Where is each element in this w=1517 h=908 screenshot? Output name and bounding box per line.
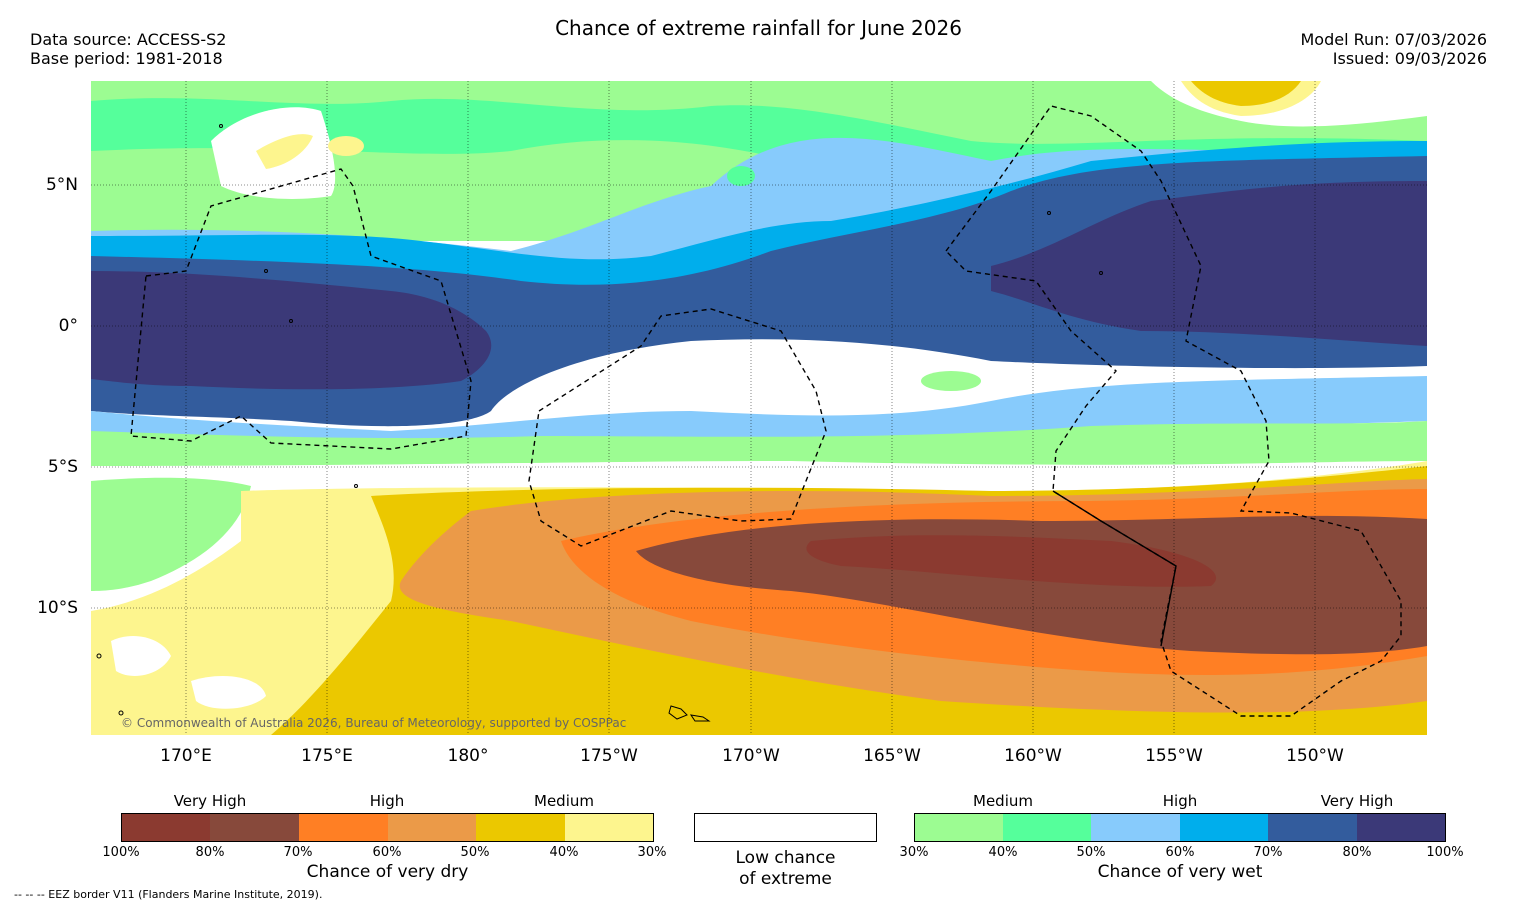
boundary-solid <box>1052 490 1177 647</box>
legend-dry-level-very-high: Very High <box>173 792 247 810</box>
legend-low-chance-label: Low chance of extreme <box>694 848 877 890</box>
lon-label-175w: 175°W <box>580 746 638 766</box>
spot-wet-2 <box>921 371 981 391</box>
legend-wet-swatch <box>1357 813 1446 841</box>
patch-dry-ne-core <box>1191 81 1301 106</box>
eez-note: -- -- -- EEZ border V11 (Flanders Marine… <box>14 888 323 901</box>
legend-low-chance-swatch <box>694 813 877 842</box>
legend-dry-tick: 70% <box>283 845 313 860</box>
patch-low-chance-3 <box>111 636 171 676</box>
spot-dry <box>328 136 364 156</box>
legend-wet-level-very-high: Very High <box>1320 792 1394 810</box>
metadata-right: Model Run: 07/03/2026 Issued: 09/03/2026 <box>1301 30 1488 68</box>
issued-text: Issued: 09/03/2026 <box>1332 49 1487 68</box>
legend-wet-level-medium: Medium <box>973 792 1033 810</box>
legend-wet-level-high: High <box>1162 792 1198 810</box>
patch-wet-sw <box>91 477 251 591</box>
legend-wet-tick: 40% <box>988 845 1018 860</box>
legend-wet-title: Chance of very wet <box>1097 862 1263 882</box>
legend-dry-tick: 40% <box>549 845 579 860</box>
lon-label-170w: 170°W <box>722 746 780 766</box>
core-east-wet80 <box>991 181 1427 346</box>
copyright-text: © Commonwealth of Australia 2026, Bureau… <box>121 716 626 730</box>
legend-wet-tick: 30% <box>899 845 929 860</box>
legend-dry-level-medium: Medium <box>534 792 594 810</box>
data-source-text: Data source: ACCESS-S2 <box>30 30 227 49</box>
legend-wet-tick: 50% <box>1076 845 1106 860</box>
legend-dry-tick: 80% <box>195 845 225 860</box>
rainfall-map: © Commonwealth of Australia 2026, Bureau… <box>91 81 1427 735</box>
lon-label-170e: 170°E <box>160 746 212 766</box>
legend-low-chance-line1: Low chance <box>735 848 836 868</box>
legend-dry-title: Chance of very dry <box>306 862 469 882</box>
lat-label-0: 0° <box>58 316 78 336</box>
legend-dry-swatch <box>210 813 299 841</box>
core-west-wet80 <box>91 271 492 390</box>
patch-low-chance-4 <box>191 676 266 709</box>
band-south-wet30 <box>91 421 1427 466</box>
model-run-text: Model Run: 07/03/2026 <box>1300 30 1488 49</box>
lon-label-160w: 160°W <box>1004 746 1062 766</box>
lon-label-150w: 150°W <box>1286 746 1344 766</box>
legend-wet-swatch <box>1003 813 1091 841</box>
band-south-wet50 <box>91 376 1427 451</box>
lat-label-10s: 10°S <box>37 598 78 618</box>
legend-wet-swatch <box>914 813 1003 841</box>
legend-dry-tick: 50% <box>460 845 490 860</box>
lon-label-155w: 155°W <box>1145 746 1203 766</box>
legend-dry-swatch <box>299 813 388 841</box>
lon-label-175e: 175°E <box>301 746 353 766</box>
legend-wet-frame <box>914 813 1446 842</box>
legend-wet-swatch <box>1268 813 1357 841</box>
lon-label-165w: 165°W <box>863 746 921 766</box>
legend-dry-swatch <box>476 813 565 841</box>
patch-dry-low <box>256 134 313 169</box>
legend-wet-tick: 60% <box>1165 845 1195 860</box>
legend-dry-swatch <box>121 813 210 841</box>
legend-dry-tick: 30% <box>637 845 667 860</box>
legend-wet-tick: 70% <box>1253 845 1283 860</box>
legend-dry-level-high: High <box>369 792 405 810</box>
map-title: Chance of extreme rainfall for June 2026 <box>555 16 962 40</box>
legend-dry-swatch <box>388 813 476 841</box>
legend-wet-tick: 100% <box>1426 845 1464 860</box>
eez-borders <box>130 105 1402 717</box>
graticule <box>91 81 1427 735</box>
legend-dry-tick: 60% <box>372 845 402 860</box>
lon-label-180: 180° <box>447 746 489 766</box>
legend-dry-swatch <box>565 813 653 841</box>
legend-wet-swatch <box>1091 813 1180 841</box>
legend-low-chance-line2: of extreme <box>739 869 832 889</box>
base-period-text: Base period: 1981-2018 <box>30 49 223 68</box>
spot-wet <box>727 166 755 186</box>
islands <box>96 124 1103 722</box>
metadata-left: Data source: ACCESS-S2 Base period: 1981… <box>30 30 226 68</box>
lat-label-5n: 5°N <box>45 175 78 195</box>
legend-dry-tick: 100% <box>102 845 140 860</box>
legend-wet-swatch <box>1180 813 1268 841</box>
legend-dry-frame <box>121 813 654 842</box>
legend-wet-tick: 80% <box>1342 845 1372 860</box>
lat-label-5s: 5°S <box>47 457 78 477</box>
core-dry-80 <box>806 535 1217 587</box>
